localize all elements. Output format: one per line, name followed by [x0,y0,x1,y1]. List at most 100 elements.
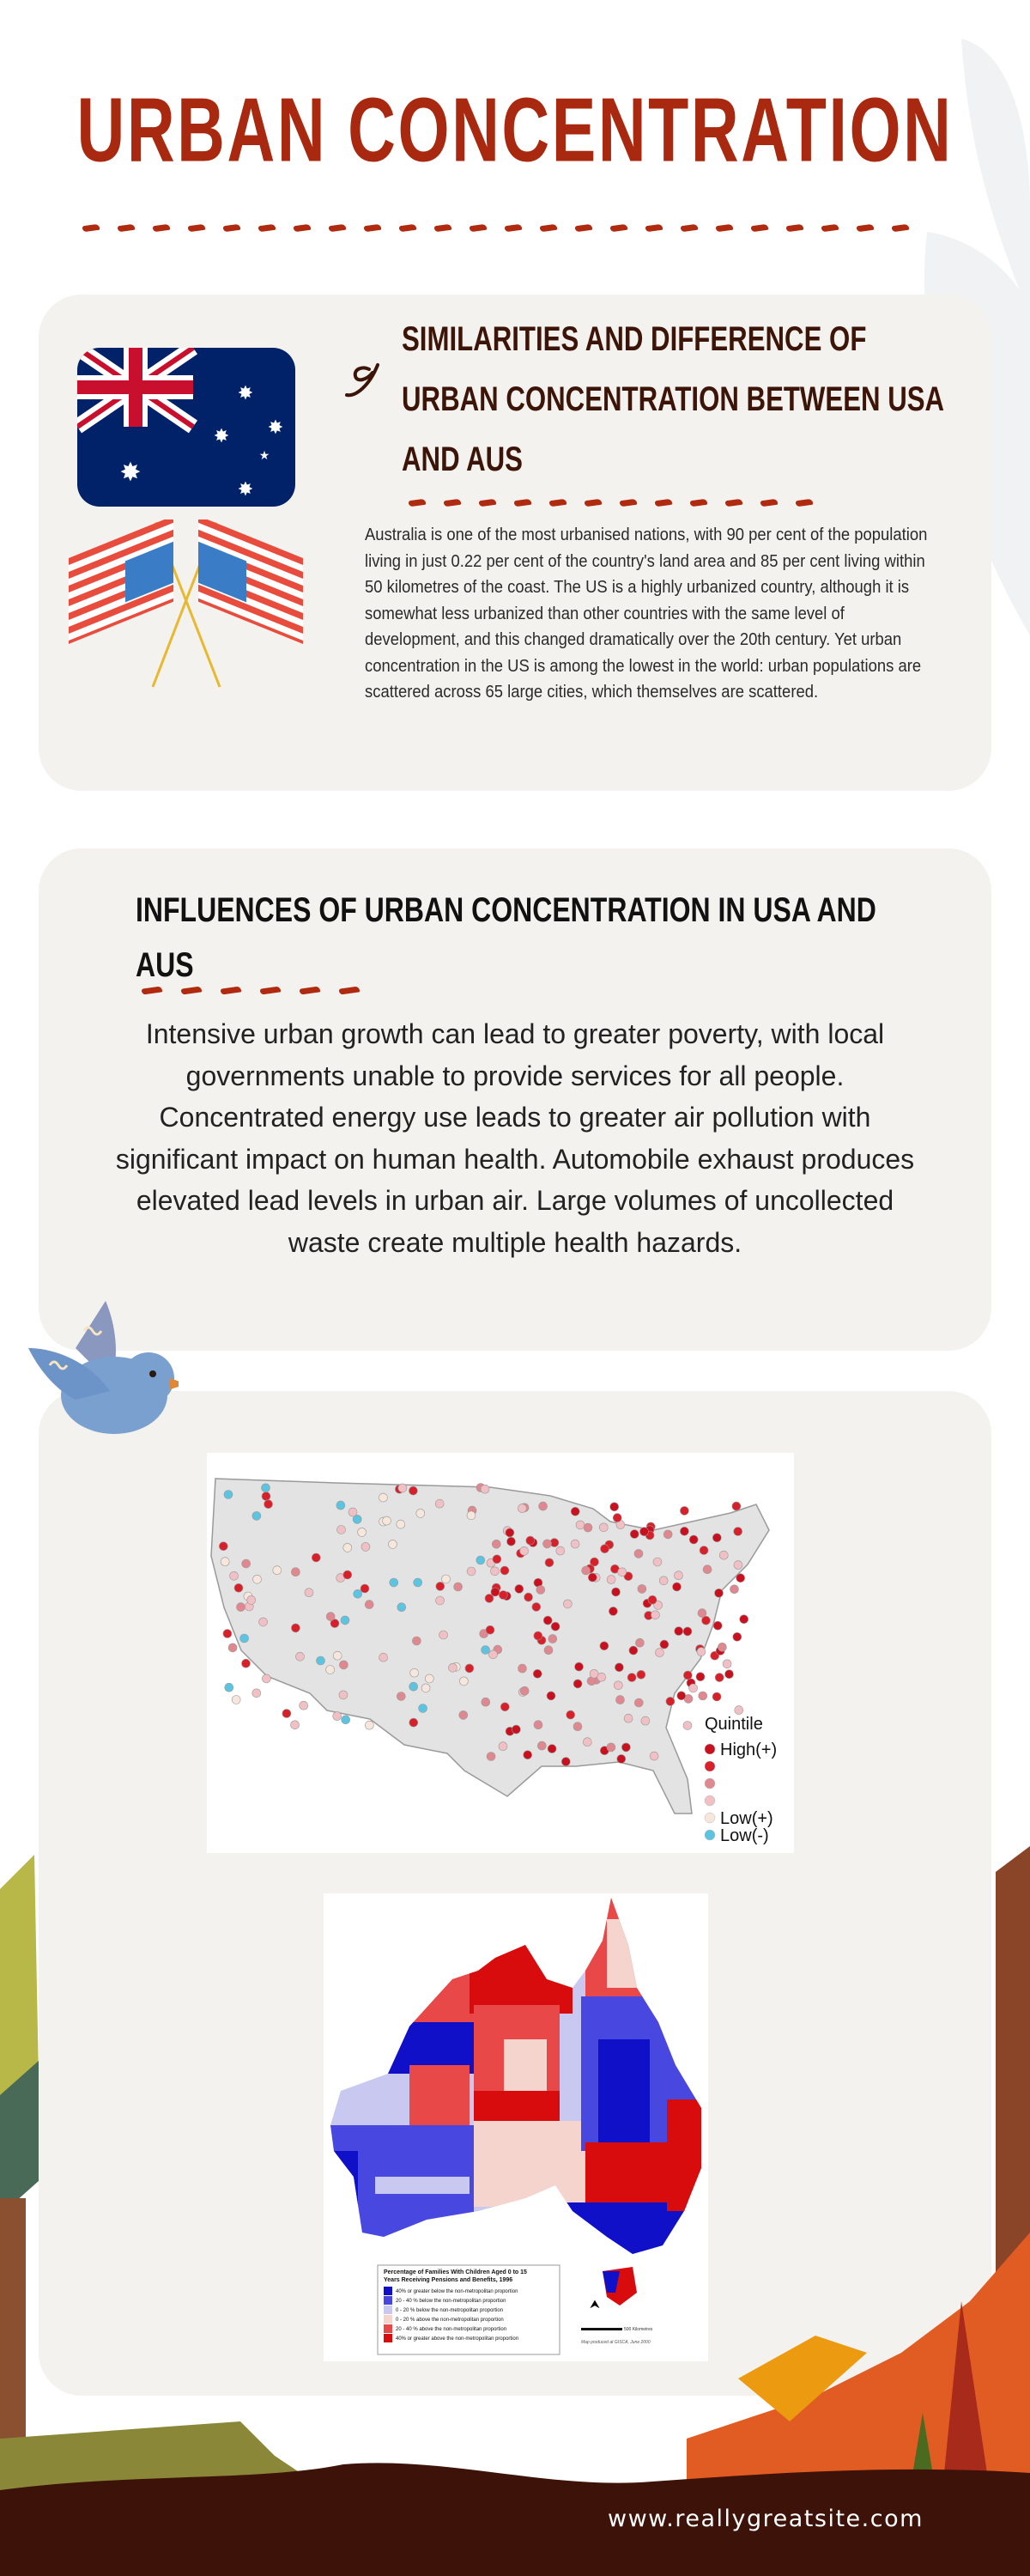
city-dot [353,1589,362,1599]
city-dot [338,1690,348,1700]
city-dot [364,1600,374,1609]
city-dot [295,1652,305,1662]
city-dot [739,1614,749,1624]
city-dot [649,1751,659,1761]
legend-label: 20 - 40 % above the non-metropolitan pro… [396,2327,506,2332]
city-dot [628,1645,639,1656]
city-dot [597,1672,607,1682]
city-dot [659,1639,670,1649]
city-dot [682,1626,693,1637]
city-dot [621,1742,631,1753]
city-dot [435,1582,445,1591]
city-dot [548,1634,558,1643]
legend-swatch [384,2296,392,2305]
city-dot [636,1669,646,1680]
city-dot [512,1724,521,1735]
svg-text:✸: ✸ [119,458,141,488]
city-dot [531,1602,542,1612]
city-dot [676,1691,687,1701]
city-dot [714,1589,724,1598]
city-dot [439,1630,448,1640]
legend-label: Low(-) [720,1826,769,1845]
city-dot [325,1612,336,1621]
city-dot [615,1695,625,1704]
city-dot [514,1584,524,1594]
city-dot [272,1565,282,1575]
city-dot [241,1658,251,1668]
city-dot [412,1636,421,1646]
city-dot [587,1572,597,1583]
city-dot [570,1539,580,1549]
city-dot [532,1668,542,1679]
city-dot [674,1626,684,1636]
title-divider [82,223,910,237]
heading-divider [408,498,814,512]
city-dot [229,1571,239,1581]
city-dot [388,1540,397,1549]
city-dot [536,1741,547,1751]
city-dot [542,1615,553,1625]
australia-benefits-map: Percentage of Families With Children Age… [324,1893,708,2361]
city-dot [459,1676,469,1686]
city-dot [682,1670,693,1680]
city-dot [629,1529,639,1539]
city-dot [458,1710,469,1720]
city-dot [611,1587,621,1597]
city-dot [336,1500,346,1510]
city-dot [418,1704,427,1713]
city-dot [348,1507,358,1517]
city-dot [525,1535,536,1546]
city-dot [712,1692,722,1702]
legend-swatch [384,2324,392,2333]
legend-label: 40% or greater below the non-metropolita… [396,2289,518,2294]
city-dot [680,1506,689,1516]
city-dot [566,1710,576,1720]
city-dot [466,1510,476,1521]
similarities-text: Australia is one of the most urbanised n… [365,525,928,702]
city-dot [488,1649,498,1660]
svg-text:✸: ✸ [238,383,253,404]
city-dot [481,1697,491,1707]
legend-swatch [384,2315,392,2324]
city-dot [574,1662,584,1672]
city-dot [613,1680,623,1691]
city-dot [223,1490,233,1499]
city-dot [233,1583,244,1593]
city-dot [698,1691,708,1701]
city-dot [695,1672,706,1682]
swirl-icon [345,363,379,398]
city-dot [658,1576,669,1586]
city-dot [560,1757,571,1766]
city-dot [701,1615,711,1625]
legend-label: 0 - 20 % above the non-metropolitan prop… [396,2318,504,2323]
city-dot [575,1520,585,1530]
city-dot [492,1554,502,1564]
city-dot [606,1742,616,1753]
city-dot [573,1679,583,1689]
city-dot [570,1507,580,1516]
svg-text:✸: ✸ [214,426,229,447]
city-dot [612,1513,622,1522]
city-dot [304,1588,314,1597]
legend-swatch [704,1743,716,1755]
city-dot [581,1565,591,1576]
city-dot [261,1483,270,1493]
city-dot [589,1668,599,1679]
city-dot [231,1695,241,1704]
city-dot [409,1485,418,1496]
city-dot [424,1674,434,1684]
website-url[interactable]: www.reallygreatsite.com [608,2506,924,2532]
svg-text:✸: ✸ [238,479,253,501]
city-dot [617,1567,627,1577]
north-arrow-icon: ⮝ [590,2298,600,2312]
city-dot [409,1668,419,1678]
city-dot [609,1607,618,1616]
svg-text:★: ★ [259,449,270,463]
city-dot [441,1574,451,1584]
city-dot [640,1716,651,1726]
legend-label: 0 - 20 % below the non-metropolitan prop… [396,2308,503,2313]
page-title: URBAN CONCENTRATION [76,80,954,181]
city-dot [639,1527,649,1536]
legend-swatch [384,2334,392,2342]
city-dot [730,1584,739,1595]
